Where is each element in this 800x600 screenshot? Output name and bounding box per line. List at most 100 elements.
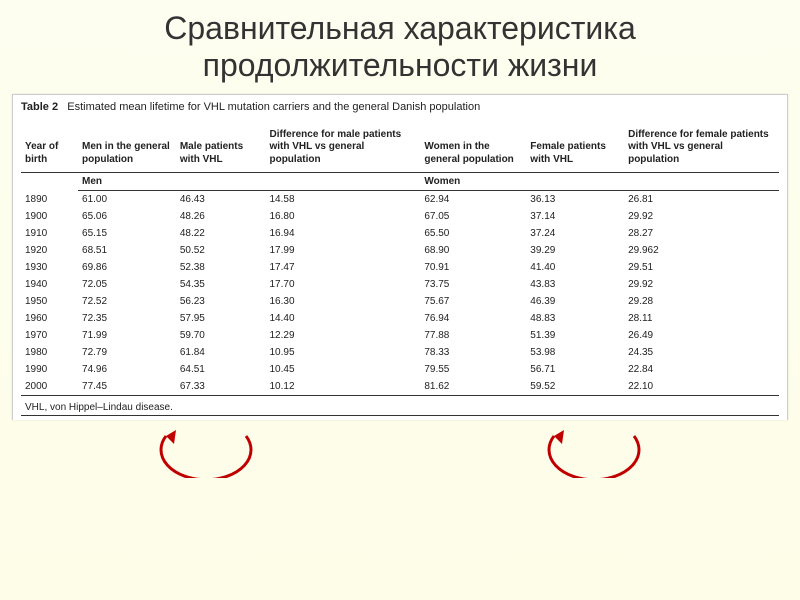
table-row: 197071.9959.7012.2977.8851.3926.49 — [21, 327, 779, 344]
cell-men_vhl: 52.38 — [176, 259, 266, 276]
cell-men_pop: 61.00 — [78, 191, 176, 209]
cell-women_diff: 29.92 — [624, 276, 779, 293]
cell-women_pop: 81.62 — [420, 378, 526, 396]
cell-women_diff: 29.28 — [624, 293, 779, 310]
super-header-row: Men Women — [21, 173, 779, 191]
table-row: 199074.9664.5110.4579.5556.7122.84 — [21, 361, 779, 378]
col-women-pop: Women in the general population — [420, 121, 526, 173]
cell-women_pop: 77.88 — [420, 327, 526, 344]
cell-men_pop: 72.05 — [78, 276, 176, 293]
cell-year: 1930 — [21, 259, 78, 276]
cell-women_pop: 70.91 — [420, 259, 526, 276]
cell-men_pop: 71.99 — [78, 327, 176, 344]
cell-year: 1960 — [21, 310, 78, 327]
super-header-men: Men — [78, 173, 420, 191]
cell-men_diff: 14.40 — [265, 310, 420, 327]
super-header-women: Women — [420, 173, 779, 191]
cell-women_vhl: 46.39 — [526, 293, 624, 310]
cell-men_diff: 16.80 — [265, 208, 420, 225]
table-row: 189061.0046.4314.5862.9436.1326.81 — [21, 191, 779, 209]
table-row: 193069.8652.3817.4770.9141.4029.51 — [21, 259, 779, 276]
col-men-pop: Men in the general population — [78, 121, 176, 173]
arrows-row — [12, 428, 788, 478]
cell-women_diff: 28.11 — [624, 310, 779, 327]
cell-men_vhl: 64.51 — [176, 361, 266, 378]
slide-title: Сравнительная характеристика продолжител… — [12, 10, 788, 84]
cell-year: 1980 — [21, 344, 78, 361]
cell-women_vhl: 48.83 — [526, 310, 624, 327]
cell-men_diff: 17.70 — [265, 276, 420, 293]
cell-men_vhl: 46.43 — [176, 191, 266, 209]
table-row: 200077.4567.3310.1281.6259.5222.10 — [21, 378, 779, 396]
arrow-right — [534, 428, 654, 478]
cell-year: 1990 — [21, 361, 78, 378]
col-women-diff: Difference for female patients with VHL … — [624, 121, 779, 173]
col-men-diff: Difference for male patients with VHL vs… — [265, 121, 420, 173]
cell-women_pop: 78.33 — [420, 344, 526, 361]
table-row: 198072.7961.8410.9578.3353.9824.35 — [21, 344, 779, 361]
cell-women_diff: 26.81 — [624, 191, 779, 209]
cell-women_vhl: 39.29 — [526, 242, 624, 259]
cell-women_vhl: 37.14 — [526, 208, 624, 225]
cell-year: 1940 — [21, 276, 78, 293]
cell-women_pop: 62.94 — [420, 191, 526, 209]
cell-year: 2000 — [21, 378, 78, 396]
cell-men_vhl: 61.84 — [176, 344, 266, 361]
cell-women_vhl: 53.98 — [526, 344, 624, 361]
cell-women_diff: 29.92 — [624, 208, 779, 225]
cell-year: 1920 — [21, 242, 78, 259]
caption-label: Table 2 — [21, 101, 58, 113]
cell-women_vhl: 37.24 — [526, 225, 624, 242]
cell-women_pop: 76.94 — [420, 310, 526, 327]
cell-year: 1950 — [21, 293, 78, 310]
caption-text: Estimated mean lifetime for VHL mutation… — [67, 101, 480, 113]
cell-year: 1970 — [21, 327, 78, 344]
cell-women_vhl: 43.83 — [526, 276, 624, 293]
cell-men_vhl: 67.33 — [176, 378, 266, 396]
cell-women_vhl: 56.71 — [526, 361, 624, 378]
header-row: Year of birth Men in the general populat… — [21, 121, 779, 173]
cell-women_vhl: 59.52 — [526, 378, 624, 396]
cell-men_diff: 12.29 — [265, 327, 420, 344]
slide: Сравнительная характеристика продолжител… — [0, 0, 800, 600]
cell-men_vhl: 56.23 — [176, 293, 266, 310]
table-row: 195072.5256.2316.3075.6746.3929.28 — [21, 293, 779, 310]
cell-men_pop: 72.52 — [78, 293, 176, 310]
cell-men_vhl: 59.70 — [176, 327, 266, 344]
data-table: Men Women Year of birth Men in the gener… — [21, 121, 779, 397]
cell-men_pop: 68.51 — [78, 242, 176, 259]
cell-men_pop: 72.79 — [78, 344, 176, 361]
cell-men_pop: 72.35 — [78, 310, 176, 327]
cell-men_pop: 69.86 — [78, 259, 176, 276]
cell-men_diff: 16.94 — [265, 225, 420, 242]
title-line-2: продолжительности жизни — [203, 47, 598, 83]
cell-women_pop: 68.90 — [420, 242, 526, 259]
cell-women_diff: 26.49 — [624, 327, 779, 344]
col-year: Year of birth — [21, 121, 78, 173]
table-row: 196072.3557.9514.4076.9448.8328.11 — [21, 310, 779, 327]
cell-men_vhl: 50.52 — [176, 242, 266, 259]
cell-year: 1890 — [21, 191, 78, 209]
table-row: 190065.0648.2616.8067.0537.1429.92 — [21, 208, 779, 225]
table-footnote: VHL, von Hippel–Lindau disease. — [21, 396, 779, 416]
cell-women_pop: 65.50 — [420, 225, 526, 242]
cell-women_diff: 22.10 — [624, 378, 779, 396]
cell-men_diff: 14.58 — [265, 191, 420, 209]
title-line-1: Сравнительная характеристика — [164, 10, 636, 46]
cell-women_diff: 24.35 — [624, 344, 779, 361]
table-row: 194072.0554.3517.7073.7543.8329.92 — [21, 276, 779, 293]
cell-year: 1900 — [21, 208, 78, 225]
cell-women_diff: 22.84 — [624, 361, 779, 378]
cell-men_diff: 10.12 — [265, 378, 420, 396]
cell-women_pop: 79.55 — [420, 361, 526, 378]
cell-women_pop: 73.75 — [420, 276, 526, 293]
cell-men_pop: 74.96 — [78, 361, 176, 378]
cell-men_diff: 16.30 — [265, 293, 420, 310]
cell-women_diff: 29.962 — [624, 242, 779, 259]
arrow-left — [146, 428, 266, 478]
cell-men_vhl: 48.26 — [176, 208, 266, 225]
cell-men_diff: 17.99 — [265, 242, 420, 259]
cell-men_vhl: 57.95 — [176, 310, 266, 327]
cell-women_diff: 29.51 — [624, 259, 779, 276]
cell-women_pop: 67.05 — [420, 208, 526, 225]
